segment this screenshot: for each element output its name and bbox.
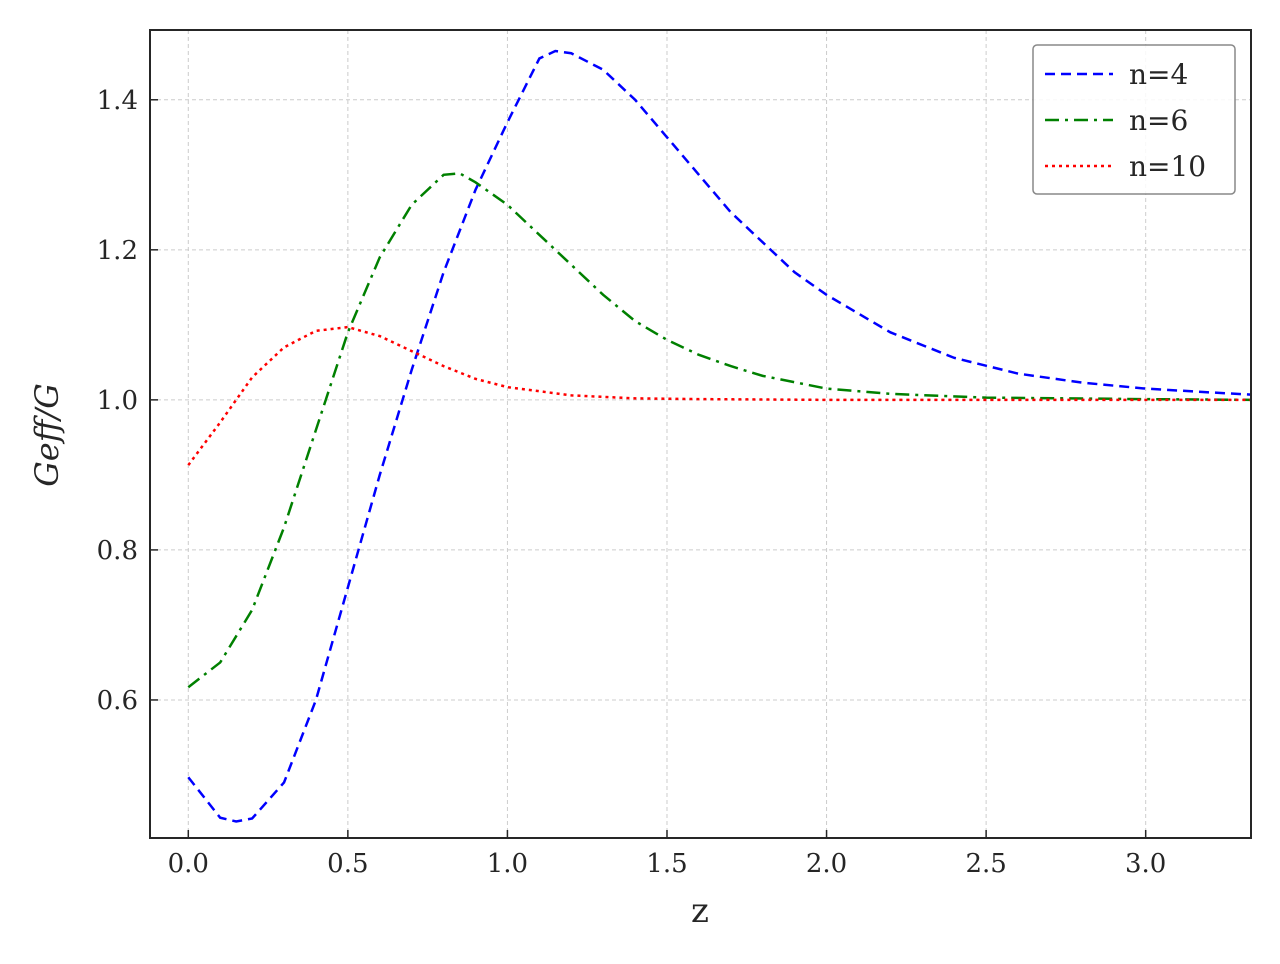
- legend-label: n=4: [1129, 58, 1188, 91]
- x-tick-label: 2.5: [965, 849, 1006, 879]
- x-tick-label: 1.0: [487, 849, 528, 879]
- legend-label: n=6: [1129, 104, 1188, 137]
- x-tick-label: 2.0: [806, 849, 847, 879]
- plot-frame: [149, 29, 1252, 839]
- legend-label: n=10: [1129, 150, 1206, 183]
- x-tick-label: 0.5: [327, 849, 368, 879]
- y-tick-label: 1.0: [97, 386, 138, 416]
- x-tick-label: 3.0: [1125, 849, 1166, 879]
- x-tick-label: 1.5: [646, 849, 687, 879]
- y-tick-label: 0.8: [97, 536, 138, 566]
- y-tick-label: 1.2: [97, 236, 138, 266]
- x-tick-label: 0.0: [168, 849, 209, 879]
- y-tick-label: 0.6: [97, 686, 138, 716]
- legend-box: [1032, 44, 1236, 195]
- y-tick-label: 1.4: [97, 86, 138, 116]
- line: [187, 172, 1252, 689]
- x-axis-label: z: [691, 891, 709, 931]
- line: [187, 49, 1252, 823]
- y-axis-label: Geff/G: [28, 383, 66, 487]
